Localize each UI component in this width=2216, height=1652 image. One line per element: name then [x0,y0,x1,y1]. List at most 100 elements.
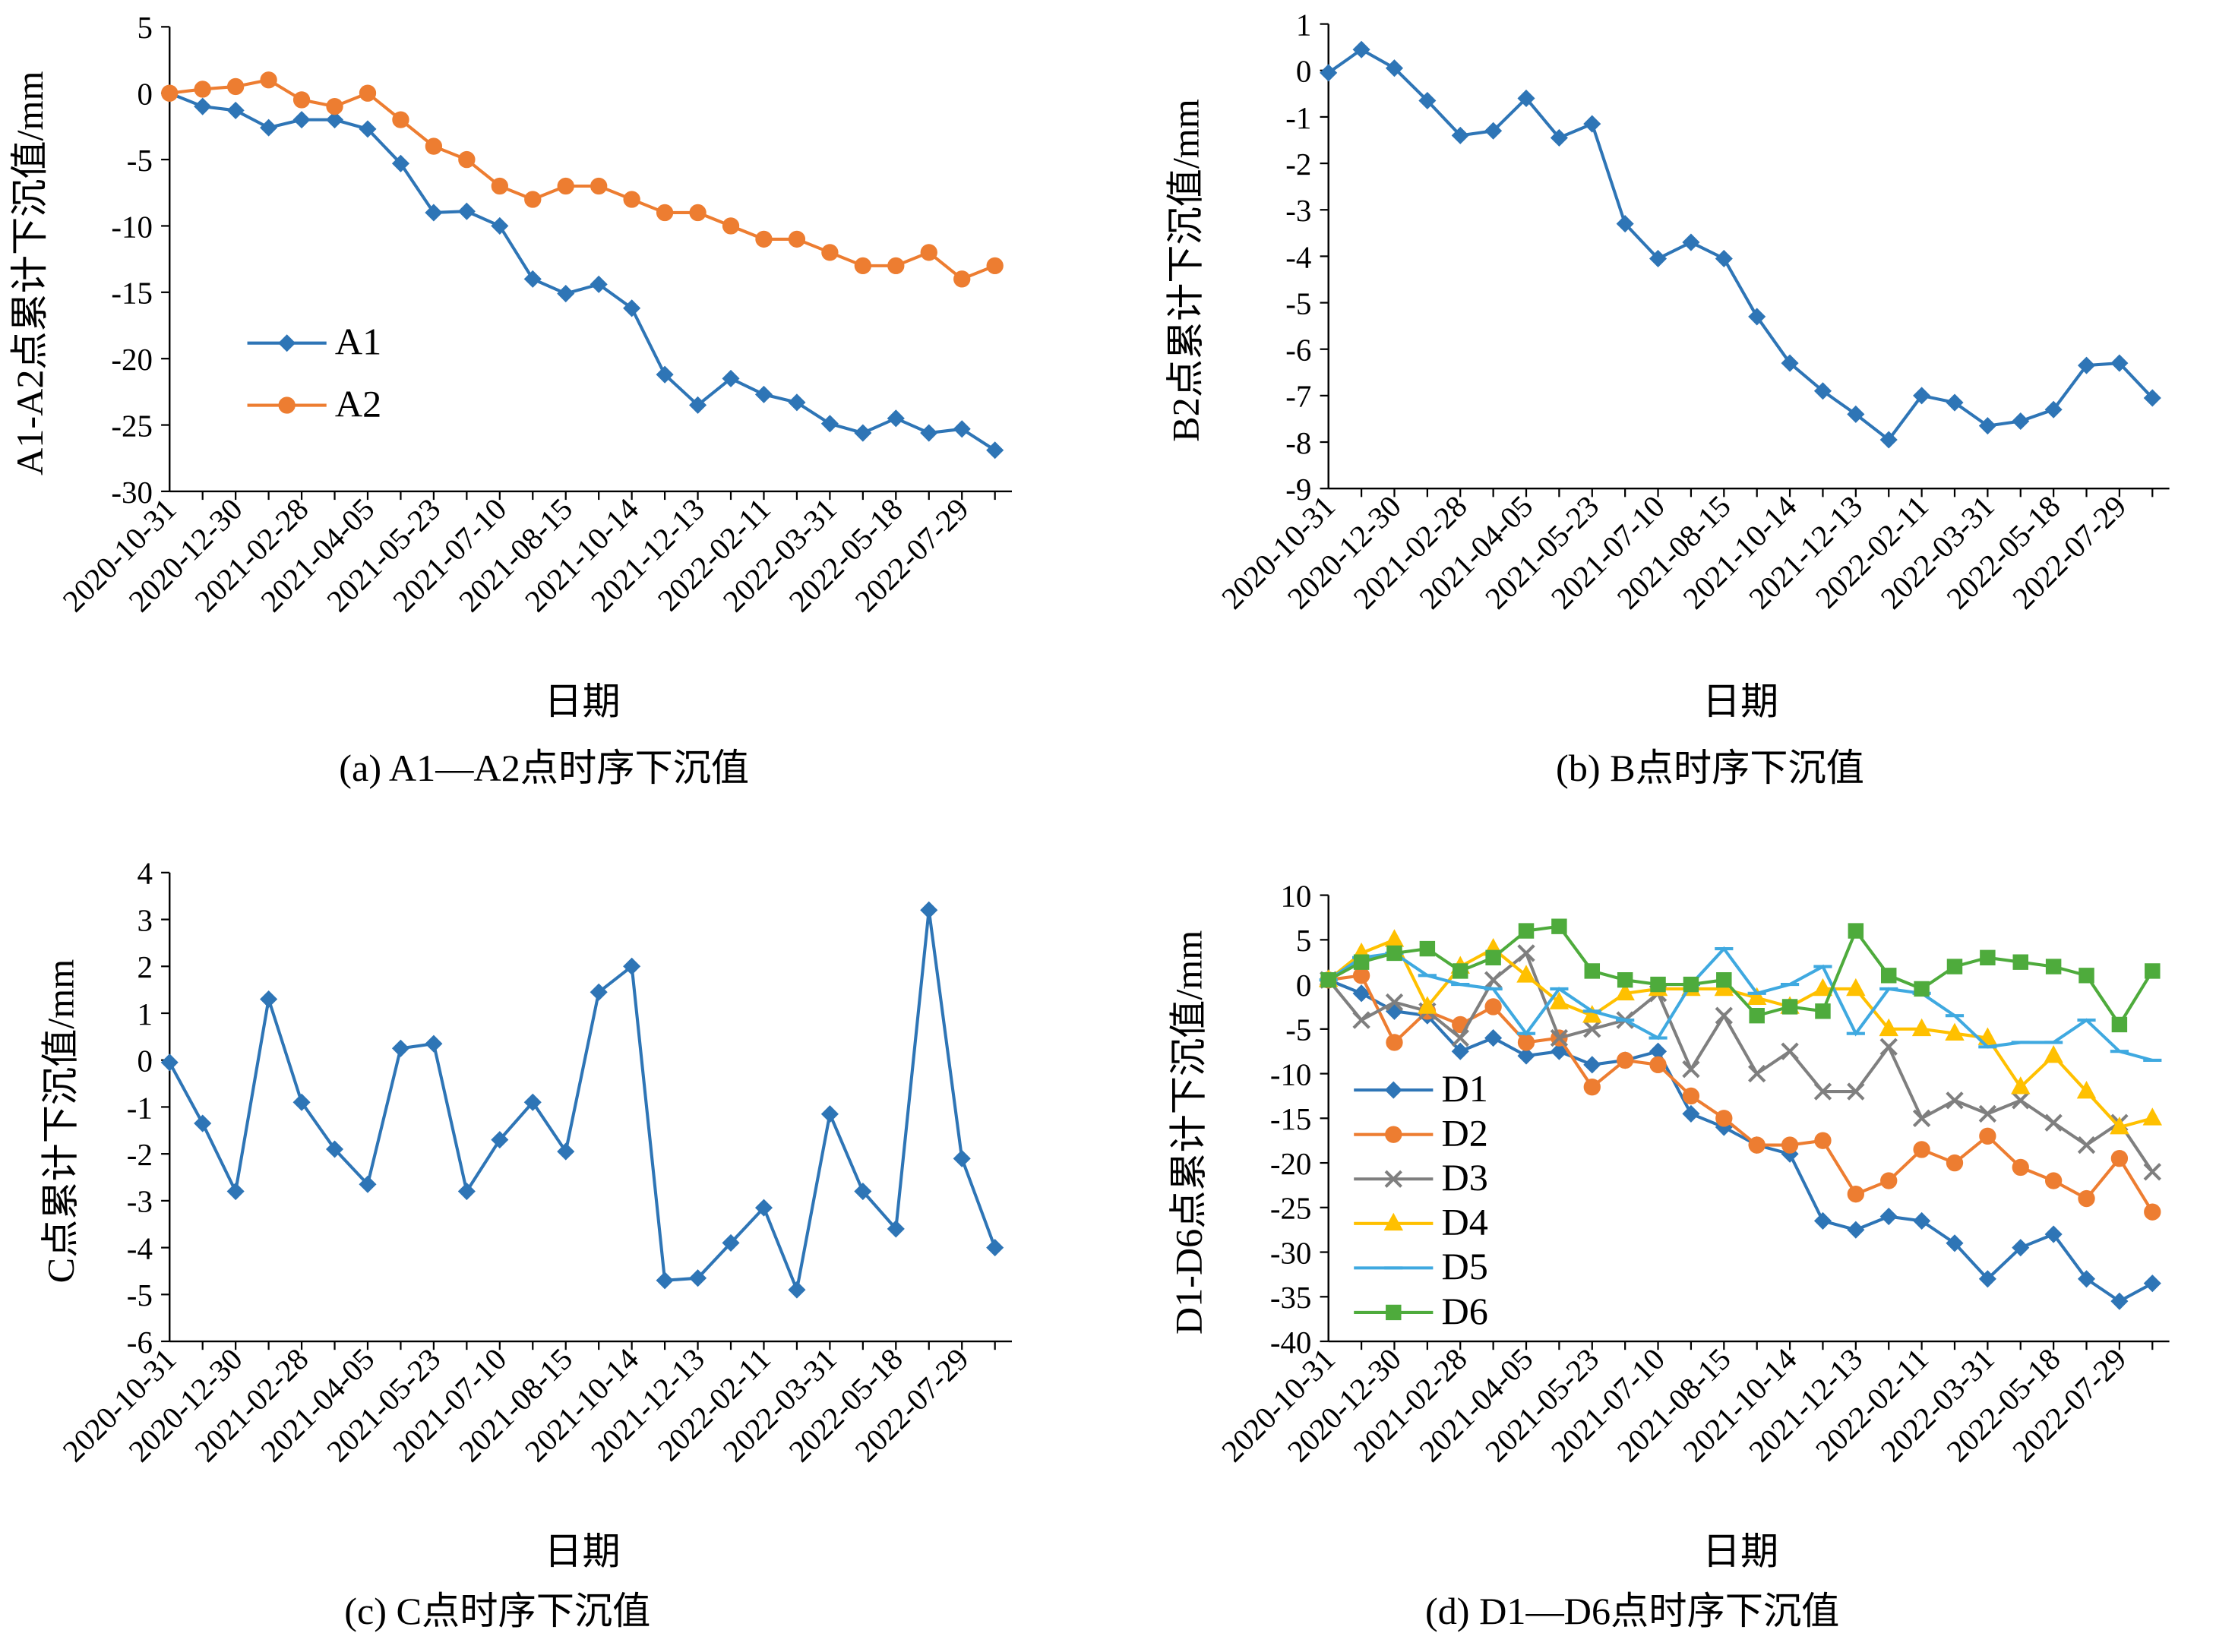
data-point [2045,959,2062,974]
y-tick-label: -40 [1270,1325,1312,1360]
data-point [1781,1136,1799,1154]
legend-marker [1385,1126,1402,1143]
y-tick-label: 3 [137,903,152,937]
data-point [1418,996,1437,1014]
data-point [326,98,343,115]
legend-label: D2 [1442,1112,1488,1155]
y-tick-label: -5 [127,144,153,178]
y-tick-label: -8 [1285,426,1311,460]
data-point [920,424,938,442]
data-point [1715,1006,1733,1025]
legend-marker [1384,1081,1402,1099]
data-point [1879,431,1898,449]
data-point [1385,993,1404,1012]
data-point [1616,1051,1634,1069]
y-tick-label: -1 [1285,101,1311,135]
data-point [656,1271,674,1290]
data-point [2078,1189,2095,1208]
legend-marker [1384,1170,1402,1188]
data-point [1979,1127,1996,1145]
data-point [1484,122,1503,140]
data-point [1451,1028,1469,1047]
data-point [854,257,872,274]
x-axis-label: 日期 [1702,1530,1778,1573]
data-point [1913,387,1931,405]
data-point [1749,1007,1765,1024]
data-point [1946,393,1964,412]
data-point [226,77,245,96]
y-tick-label: -30 [1270,1236,1312,1270]
data-point [2044,1045,2063,1063]
data-point [2012,954,2028,970]
data-point [425,204,443,222]
legend-label: D3 [1442,1156,1488,1199]
x-axis-label: 日期 [544,681,620,723]
data-point [754,1199,773,1217]
legend-label: A1 [335,321,381,363]
data-point [458,150,476,169]
chart-title: (d) D1—D6点时序下沉值 [1425,1590,1839,1632]
y-axis-label: D1-D6点累计下沉值/mm [1167,930,1209,1335]
series-line [1327,950,2154,1173]
data-point [2012,1091,2030,1110]
data-point [2111,1016,2128,1033]
data-point [1551,918,1567,934]
y-tick-label: 1 [137,997,152,1031]
data-point [1453,963,1468,979]
data-point [821,244,839,261]
legend-label: D6 [1442,1290,1488,1332]
data-point [1946,1154,1964,1172]
y-tick-label: 0 [137,77,152,112]
data-point [1846,978,1866,997]
y-tick-label: -1 [127,1091,153,1125]
data-point [1978,417,1996,435]
data-point [1715,1110,1733,1127]
y-tick-label: -6 [127,1325,153,1360]
data-point [292,1093,311,1111]
data-point [1352,967,1370,984]
data-point [194,1114,212,1132]
data-point [788,230,806,248]
y-tick-label: -20 [1270,1147,1312,1181]
data-point [1748,308,1766,326]
data-point [1815,1003,1831,1019]
y-tick-label: -25 [111,409,153,443]
data-point [1912,1109,1931,1127]
data-point [953,1149,971,1167]
data-point [1352,984,1370,1003]
data-point [260,71,277,89]
data-point [1615,982,1635,1001]
data-point [1978,1270,1996,1288]
y-tick-label: -35 [1270,1281,1312,1315]
data-point [854,424,872,442]
data-point [986,441,1004,460]
data-point [854,1182,872,1201]
legend-marker [1386,1304,1402,1321]
legend-label: D4 [1442,1201,1488,1243]
data-point [2012,1158,2029,1177]
y-tick-label: -7 [1285,380,1311,414]
data-point [391,154,409,172]
y-tick-label: -5 [1285,1013,1311,1047]
y-tick-label: -4 [1285,240,1311,274]
data-point [2077,1136,2096,1155]
data-point [1517,89,1535,107]
data-point [1847,1082,1865,1101]
data-point [689,204,707,222]
data-point [2011,1076,2031,1094]
data-point [1748,1064,1766,1083]
y-tick-label: -6 [1285,333,1311,368]
data-point [887,1220,905,1238]
data-point [1847,405,1865,423]
y-axis-label: A1-A2点累计下沉值/mm [8,71,51,475]
series-line [1327,47,2154,442]
data-point [986,257,1004,274]
data-point [755,230,773,248]
data-point [1814,1132,1832,1149]
data-point [1419,940,1436,957]
data-point [2110,354,2129,372]
data-point [722,369,740,387]
data-point [1649,249,1668,268]
y-tick-label: 0 [137,1044,152,1079]
x-axis-label: 日期 [1702,681,1778,723]
